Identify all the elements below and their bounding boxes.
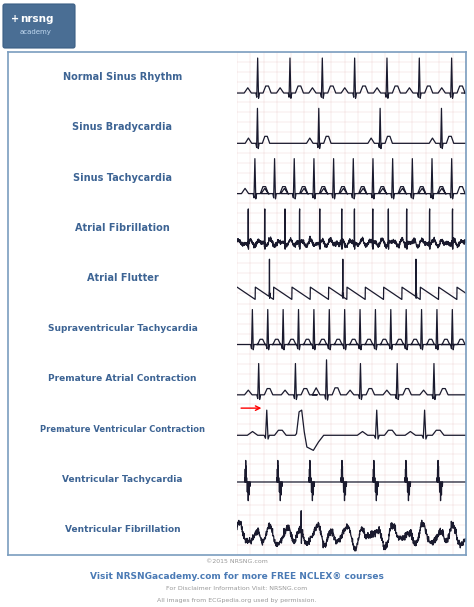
Text: Atrial Flutter: Atrial Flutter xyxy=(87,273,158,283)
Text: Premature Atrial Contraction: Premature Atrial Contraction xyxy=(48,375,197,384)
Text: Sinus Bradycardia: Sinus Bradycardia xyxy=(73,123,173,132)
Text: Ventricular Tachycardia: Ventricular Tachycardia xyxy=(62,475,183,484)
Text: All images from ECGpedia.org used by permission.: All images from ECGpedia.org used by per… xyxy=(157,598,317,603)
Text: Visit NRSNGacademy.com for more FREE NCLEX® courses: Visit NRSNGacademy.com for more FREE NCL… xyxy=(90,572,384,581)
Text: For Disclaimer Information Visit: NRSNG.com: For Disclaimer Information Visit: NRSNG.… xyxy=(166,586,308,591)
Text: Premature Ventricular Contraction: Premature Ventricular Contraction xyxy=(40,425,205,434)
Text: Sinus Tachycardia: Sinus Tachycardia xyxy=(73,173,172,183)
Text: NRSNGacademy.com: NRSNGacademy.com xyxy=(401,42,460,47)
Text: Ventricular Fibrillation: Ventricular Fibrillation xyxy=(64,525,180,534)
Text: nrsng: nrsng xyxy=(20,14,54,24)
Text: ©2015 NRSNG.com: ©2015 NRSNG.com xyxy=(206,559,268,564)
Text: +: + xyxy=(11,14,19,24)
Text: Normal Sinus Rhythm: Normal Sinus Rhythm xyxy=(63,72,182,82)
Text: academy: academy xyxy=(20,29,52,35)
Text: EKG Interpretation: EKG Interpretation xyxy=(137,13,403,37)
FancyBboxPatch shape xyxy=(3,4,75,48)
Text: Atrial Fibrillation: Atrial Fibrillation xyxy=(75,223,170,233)
Text: Supraventricular Tachycardia: Supraventricular Tachycardia xyxy=(47,324,198,333)
